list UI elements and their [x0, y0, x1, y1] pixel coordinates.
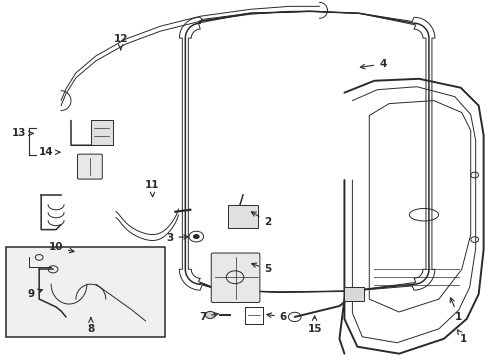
- Text: 14: 14: [39, 147, 60, 157]
- Text: 4: 4: [360, 59, 386, 69]
- Bar: [6, 247, 165, 337]
- Circle shape: [192, 234, 199, 239]
- Text: 5: 5: [251, 263, 271, 274]
- Circle shape: [188, 231, 203, 242]
- Text: 8: 8: [87, 318, 94, 334]
- Text: 12: 12: [113, 34, 128, 50]
- Bar: [91, 121, 113, 145]
- Text: 15: 15: [307, 316, 321, 334]
- FancyBboxPatch shape: [211, 253, 259, 302]
- Text: 1: 1: [457, 330, 467, 344]
- Circle shape: [205, 311, 215, 319]
- Text: 13: 13: [12, 129, 33, 138]
- Text: 3: 3: [166, 233, 188, 243]
- Bar: [227, 205, 257, 228]
- Text: 11: 11: [145, 180, 160, 197]
- Text: 1: 1: [449, 298, 462, 322]
- Text: 7: 7: [199, 312, 218, 322]
- Text: 10: 10: [48, 243, 74, 253]
- Text: 9: 9: [28, 289, 42, 299]
- Text: 6: 6: [266, 312, 286, 322]
- Bar: [344, 287, 364, 301]
- FancyBboxPatch shape: [77, 154, 102, 179]
- Text: 2: 2: [251, 212, 271, 227]
